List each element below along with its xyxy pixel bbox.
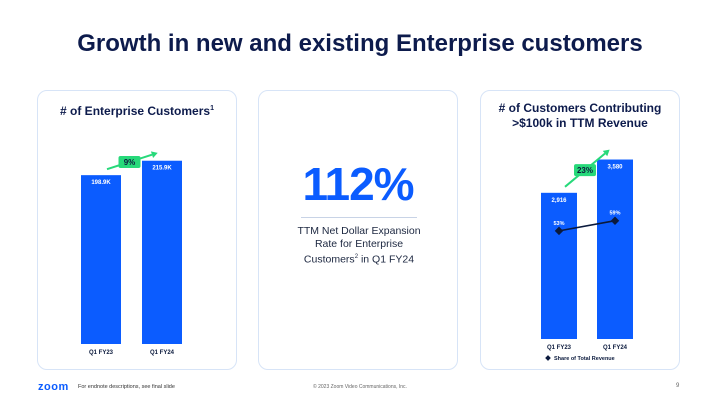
kpi-divider [301, 217, 417, 218]
bar [142, 160, 182, 344]
large-customers-panel: # of Customers Contributing >$100k in TTM… [480, 90, 680, 370]
x-tick-label: Q1 FY23 [547, 345, 572, 351]
legend-label: Share of Total Revenue [554, 356, 615, 362]
bar-value-label: 198.9K [91, 180, 111, 186]
growth-arrow-head [150, 151, 158, 159]
endnote-text: For endnote descriptions, see final slid… [78, 384, 175, 390]
enterprise-customers-chart: 198.9K Q1 FY23 215.9K Q1 FY24 9% [81, 151, 182, 356]
x-tick-label: Q1 FY23 [89, 350, 114, 356]
bar-value-label: 2,916 [551, 198, 567, 204]
enterprise-customers-panel: # of Enterprise Customers1 198.9K Q1 FY23… [37, 90, 237, 370]
bar [81, 175, 121, 344]
bar [597, 159, 633, 339]
large-customers-title: # of Customers Contributing >$100k in TTM… [498, 101, 662, 130]
page-number: 9 [676, 383, 680, 389]
bar [541, 192, 577, 339]
bar-value-label: 215.9K [152, 166, 172, 172]
net-dollar-expansion-panel: 112% TTM Net Dollar Expansion Rate for E… [258, 90, 458, 370]
zoom-logo: zoom [38, 381, 69, 393]
growth-badge-label: 23% [577, 166, 593, 175]
slide-title: Growth in new and existing Enterprise cu… [77, 30, 643, 57]
legend-marker [545, 355, 551, 361]
large-customers-chart: 2,916 Q1 FY23 3,580 Q1 FY24 23% 53% 59% Share o… [541, 149, 633, 362]
revenue-share-label: 53% [553, 221, 564, 227]
x-tick-label: Q1 FY24 [603, 345, 628, 351]
copyright-text: © 2023 Zoom Video Communications, Inc. [313, 384, 407, 390]
enterprise-customers-title: # of Enterprise Customers1 [60, 104, 214, 118]
growth-arrow-head [602, 149, 610, 157]
revenue-share-label: 59% [609, 211, 620, 217]
net-dollar-expansion-description: TTM Net Dollar Expansion Rate for Enterp… [297, 225, 421, 266]
growth-badge [118, 155, 141, 168]
bar-value-label: 3,580 [607, 165, 623, 171]
revenue-share-line [558, 219, 616, 232]
growth-badge [574, 164, 596, 177]
net-dollar-expansion-value: 112% [302, 158, 414, 210]
x-tick-label: Q1 FY24 [150, 350, 175, 356]
growth-badge-label: 9% [124, 158, 136, 167]
